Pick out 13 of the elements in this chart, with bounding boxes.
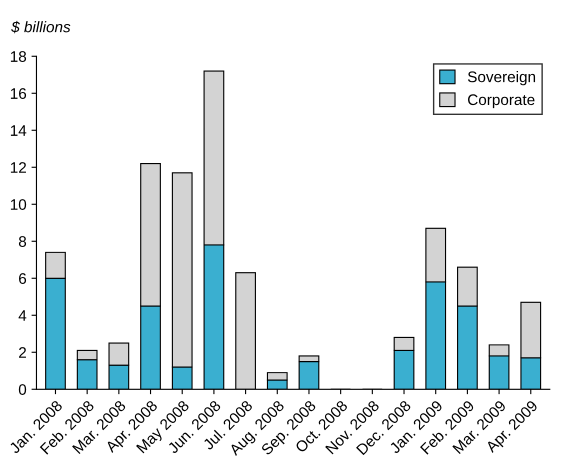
y-tick-label: 4 bbox=[18, 310, 26, 321]
y-tick-label: 14 bbox=[10, 125, 26, 136]
y-tick-label: 8 bbox=[18, 236, 26, 247]
y-tick-label: 2 bbox=[19, 347, 26, 358]
y-tick-label: 12 bbox=[10, 162, 26, 173]
legend-label: Sovereign bbox=[468, 71, 536, 86]
y-tick-label: 10 bbox=[10, 199, 26, 210]
y-axis-title: $ billions bbox=[11, 20, 70, 34]
y-tick-label: 18 bbox=[10, 51, 26, 62]
y-tick-label: 0 bbox=[18, 384, 26, 395]
y-tick-label: 6 bbox=[19, 273, 26, 284]
y-tick-label: 16 bbox=[10, 88, 26, 99]
legend-label: Corporate bbox=[468, 94, 534, 108]
